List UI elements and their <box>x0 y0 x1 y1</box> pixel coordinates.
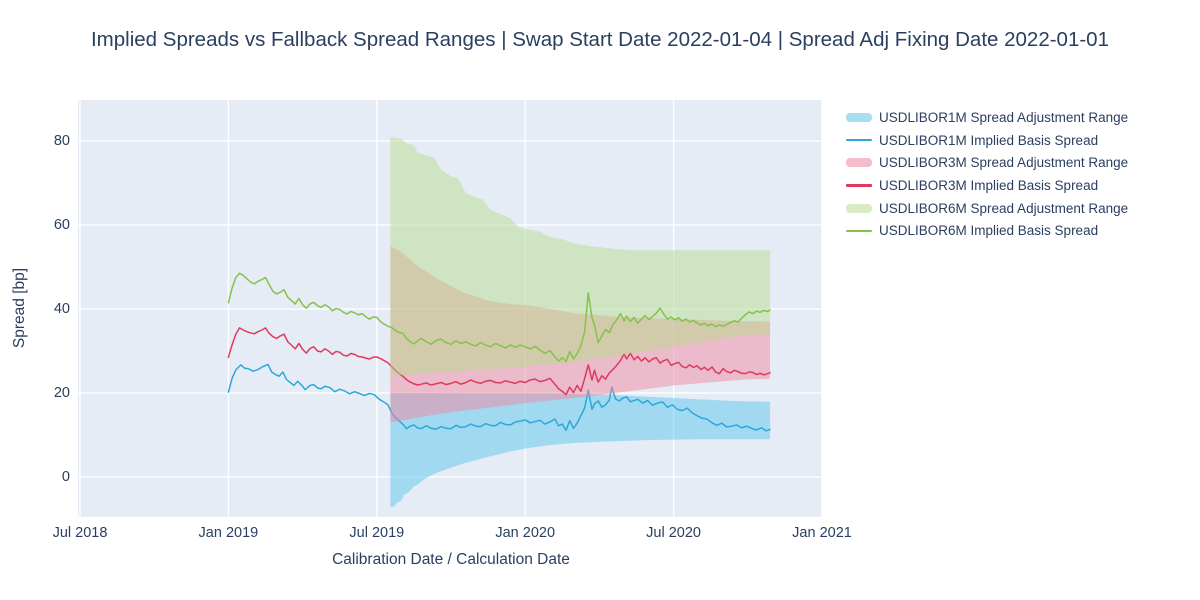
x-axis-title: Calibration Date / Calculation Date <box>332 551 570 568</box>
legend-band-swatch-icon <box>846 112 872 122</box>
legend-item-usdlibor1m-spread-adjustment-range[interactable]: USDLIBOR1M Spread Adjustment Range <box>846 106 1128 129</box>
band-usdlibor1m-spread-adjustment-range <box>390 393 771 508</box>
legend-item-label: USDLIBOR1M Spread Adjustment Range <box>879 109 1129 125</box>
legend: USDLIBOR1M Spread Adjustment Range USDLIB… <box>846 106 1128 242</box>
y-tick-label: 40 <box>53 301 70 317</box>
legend-item-label: USDLIBOR6M Implied Basis Spread <box>879 223 1099 239</box>
x-tick-label: Jul 2019 <box>349 525 405 541</box>
legend-item-usdlibor3m-spread-adjustment-range[interactable]: USDLIBOR3M Spread Adjustment Range <box>846 151 1128 174</box>
legend-item-label: USDLIBOR3M Spread Adjustment Range <box>879 155 1129 171</box>
legend-item-label: USDLIBOR3M Implied Basis Spread <box>879 177 1099 193</box>
legend-item-usdlibor1m-implied-basis-spread[interactable]: USDLIBOR1M Implied Basis Spread <box>846 129 1128 152</box>
y-tick-label: 60 <box>53 217 70 233</box>
legend-line-swatch-icon <box>846 138 872 142</box>
x-tick-label: Jul 2020 <box>646 525 701 541</box>
x-tick-label: Jan 2019 <box>198 525 259 541</box>
legend-item-label: USDLIBOR6M Spread Adjustment Range <box>879 200 1129 216</box>
line-usdlibor6m-implied-basis-spread <box>227 272 771 363</box>
legend-band-swatch-icon <box>846 203 872 213</box>
band-usdlibor6m-spread-adjustment-range <box>390 136 771 377</box>
x-tick-label: Jan 2021 <box>792 525 852 541</box>
chart-title: Implied Spreads vs Fallback Spread Range… <box>90 28 1109 51</box>
legend-line-swatch-icon <box>846 229 872 232</box>
line-usdlibor1m-implied-basis-spread <box>227 363 771 432</box>
y-tick-label: 20 <box>53 385 70 401</box>
legend-item-usdlibor3m-implied-basis-spread[interactable]: USDLIBOR3M Implied Basis Spread <box>846 174 1128 197</box>
y-tick-label: 80 <box>53 133 70 149</box>
legend-item-label: USDLIBOR1M Implied Basis Spread <box>879 132 1099 148</box>
y-axis-title: Spread [bp] <box>11 267 28 349</box>
legend-line-swatch-icon <box>846 184 872 187</box>
x-tick-label: Jul 2018 <box>52 525 108 541</box>
y-tick-label: 0 <box>61 469 70 485</box>
legend-item-usdlibor6m-spread-adjustment-range[interactable]: USDLIBOR6M Spread Adjustment Range <box>846 197 1128 220</box>
legend-band-swatch-icon <box>846 158 872 168</box>
x-tick-label: Jan 2020 <box>495 525 556 541</box>
line-usdlibor3m-implied-basis-spread <box>227 327 771 396</box>
legend-item-usdlibor6m-implied-basis-spread[interactable]: USDLIBOR6M Implied Basis Spread <box>846 219 1128 242</box>
